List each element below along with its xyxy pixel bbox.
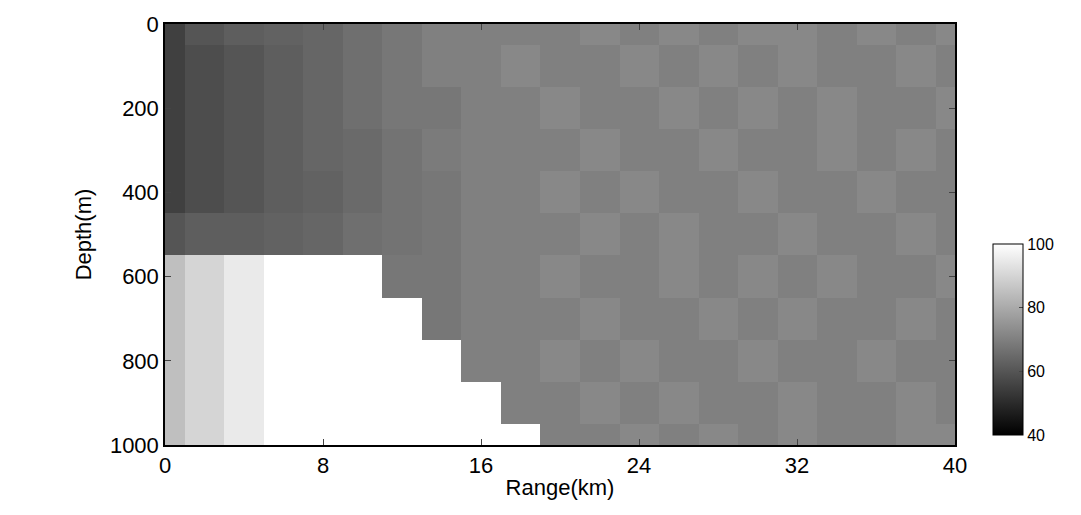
svg-text:800: 800 bbox=[122, 349, 159, 374]
svg-text:80: 80 bbox=[1027, 299, 1045, 316]
svg-text:100: 100 bbox=[1027, 236, 1054, 253]
svg-text:Range(km): Range(km) bbox=[506, 475, 615, 500]
svg-text:8: 8 bbox=[317, 453, 329, 478]
svg-text:400: 400 bbox=[122, 180, 159, 205]
svg-text:32: 32 bbox=[785, 453, 809, 478]
svg-text:60: 60 bbox=[1027, 363, 1045, 380]
svg-text:24: 24 bbox=[627, 453, 651, 478]
svg-text:16: 16 bbox=[469, 453, 493, 478]
svg-text:1000: 1000 bbox=[110, 433, 159, 458]
svg-text:Depth(m): Depth(m) bbox=[71, 189, 96, 281]
svg-text:0: 0 bbox=[147, 12, 159, 37]
svg-text:600: 600 bbox=[122, 264, 159, 289]
svg-text:0: 0 bbox=[159, 453, 171, 478]
svg-text:40: 40 bbox=[1027, 427, 1045, 444]
svg-text:200: 200 bbox=[122, 96, 159, 121]
svg-text:40: 40 bbox=[943, 453, 967, 478]
